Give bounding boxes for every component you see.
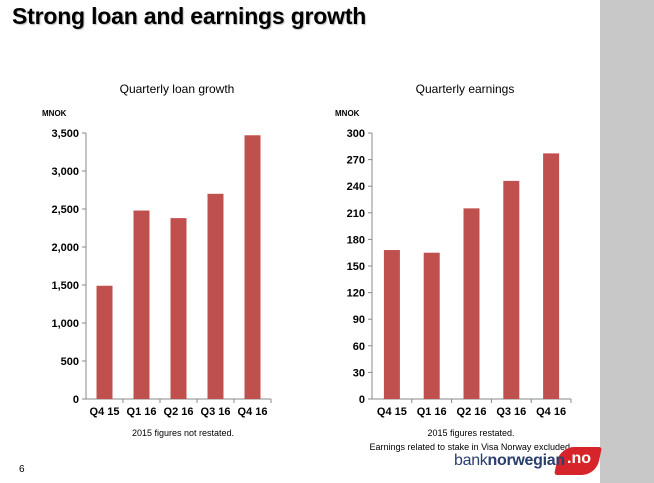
loan-chart-note: 2015 figures not restated. bbox=[131, 428, 235, 438]
right-sidebar bbox=[600, 0, 654, 483]
earnings-y-tick-label: 0 bbox=[359, 394, 365, 406]
earnings-y-tick-label: 210 bbox=[347, 208, 365, 220]
page-number: 6 bbox=[19, 464, 25, 475]
earnings-chart-note-1: 2015 figures restated. bbox=[427, 428, 515, 438]
earnings-y-tick-label: 300 bbox=[347, 128, 365, 140]
earnings-x-tick-label: Q4 15 bbox=[377, 406, 407, 418]
earnings-x-tick-label: Q1 16 bbox=[417, 406, 447, 418]
logo-part-bank: bank bbox=[454, 452, 488, 469]
earnings-bar bbox=[463, 208, 480, 399]
loan-bar bbox=[96, 285, 113, 399]
earnings-x-tick-label: Q2 16 bbox=[457, 406, 487, 418]
earnings-chart-note-2: Earnings related to stake in Visa Norway… bbox=[369, 442, 573, 452]
earnings-y-tick-label: 270 bbox=[347, 155, 365, 167]
loan-y-tick-label: 1,000 bbox=[51, 318, 79, 330]
earnings-bar bbox=[543, 153, 560, 399]
loan-bar bbox=[207, 193, 224, 399]
loan-y-tick-label: 0 bbox=[73, 394, 79, 406]
loan-x-tick-label: Q4 15 bbox=[90, 406, 120, 418]
earnings-x-tick-label: Q3 16 bbox=[496, 406, 526, 418]
loan-bar bbox=[170, 218, 187, 399]
earnings-chart-title: Quarterly earnings bbox=[415, 82, 515, 96]
loan-y-tick-label: 3,000 bbox=[51, 166, 79, 178]
earnings-y-tick-label: 240 bbox=[347, 181, 365, 193]
earnings-y-tick-label: 120 bbox=[347, 288, 365, 300]
earnings-bar bbox=[383, 250, 400, 399]
earnings-y-tick-label: 150 bbox=[347, 261, 365, 273]
loan-y-tick-label: 3,500 bbox=[51, 128, 79, 140]
page-title: Strong loan and earnings growth bbox=[12, 3, 367, 29]
earnings-bar bbox=[423, 252, 440, 399]
loan-x-tick-label: Q3 16 bbox=[201, 406, 231, 418]
loan-x-tick-label: Q2 16 bbox=[164, 406, 194, 418]
logo-part-norwegian: norwegian bbox=[487, 452, 566, 469]
loan-chart-unit: MNOK bbox=[42, 109, 67, 118]
loan-y-tick-label: 1,500 bbox=[51, 280, 79, 292]
banknorwegian-logo: banknorwegian .no bbox=[450, 447, 602, 479]
loan-y-tick-label: 500 bbox=[61, 356, 79, 368]
loan-x-tick-label: Q1 16 bbox=[127, 406, 157, 418]
loan-bar bbox=[133, 210, 150, 399]
earnings-bar bbox=[503, 180, 520, 399]
earnings-y-tick-label: 60 bbox=[353, 341, 365, 353]
loan-y-tick-label: 2,000 bbox=[51, 242, 79, 254]
earnings-chart-unit: MNOK bbox=[335, 109, 360, 118]
logo-badge-text: .no bbox=[567, 450, 591, 467]
earnings-y-tick-label: 180 bbox=[347, 234, 365, 246]
loan-bar bbox=[244, 135, 261, 399]
earnings-x-tick-label: Q4 16 bbox=[536, 406, 566, 418]
earnings-y-tick-label: 30 bbox=[353, 367, 365, 379]
loan-chart-title: Quarterly loan growth bbox=[119, 82, 235, 96]
loan-x-tick-label: Q4 16 bbox=[238, 406, 268, 418]
loan-y-tick-label: 2,500 bbox=[51, 204, 79, 216]
earnings-y-tick-label: 90 bbox=[353, 314, 365, 326]
logo-wordmark: banknorwegian bbox=[454, 452, 565, 470]
